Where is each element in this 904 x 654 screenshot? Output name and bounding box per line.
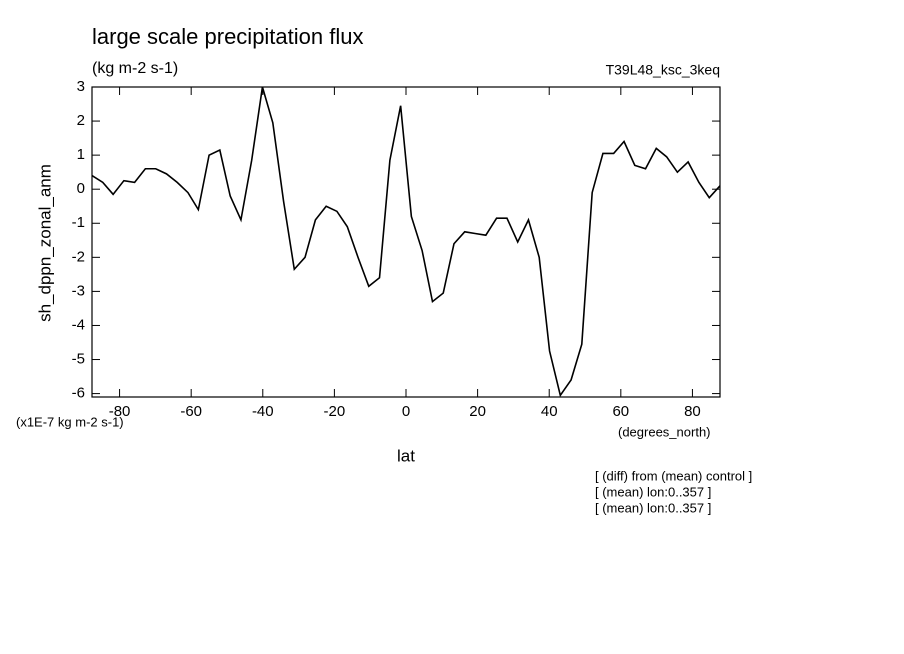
y-tick-label: -6 bbox=[72, 385, 85, 402]
x-tick-label: 80 bbox=[684, 403, 701, 420]
chart-title: large scale precipitation flux bbox=[92, 24, 363, 49]
y-tick-label: -1 bbox=[72, 214, 85, 231]
y-tick-label: 3 bbox=[77, 78, 85, 95]
note: [ (mean) lon:0..357 ] bbox=[595, 500, 711, 515]
x-tick-label: 20 bbox=[469, 403, 486, 420]
chart-subtitle: (kg m-2 s-1) bbox=[92, 60, 178, 77]
note: [ (mean) lon:0..357 ] bbox=[595, 484, 711, 499]
y-tick-label: -4 bbox=[72, 316, 85, 333]
y-axis-label: sh_dppn_zonal_anm bbox=[35, 164, 54, 322]
y-tick-label: 0 bbox=[77, 180, 85, 197]
y-tick-label: 2 bbox=[77, 112, 85, 129]
x-tick-label: -40 bbox=[252, 403, 274, 420]
x-tick-label: -60 bbox=[180, 403, 202, 420]
x-axis-label: lat bbox=[397, 446, 415, 465]
x-units: (degrees_north) bbox=[618, 424, 711, 439]
note: [ (diff) from (mean) control ] bbox=[595, 468, 752, 483]
x-tick-label: 40 bbox=[541, 403, 558, 420]
y-tick-label: -5 bbox=[72, 350, 85, 367]
x-tick-label: -80 bbox=[109, 403, 131, 420]
y-tick-label: -3 bbox=[72, 282, 85, 299]
y-tick-label: -2 bbox=[72, 248, 85, 265]
y-tick-label: 1 bbox=[77, 146, 85, 163]
x-tick-label: -20 bbox=[324, 403, 346, 420]
plot-frame bbox=[91, 86, 721, 398]
experiment-label: T39L48_ksc_3keq bbox=[606, 62, 720, 78]
x-tick-label: 60 bbox=[612, 403, 629, 420]
x-tick-label: 0 bbox=[402, 403, 410, 420]
y-units: (x1E-7 kg m-2 s-1) bbox=[16, 414, 124, 429]
data-line bbox=[91, 86, 721, 398]
